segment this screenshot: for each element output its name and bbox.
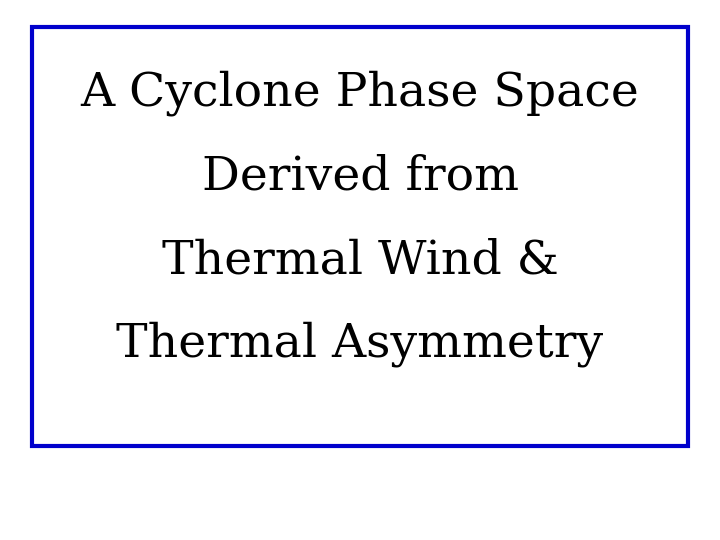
Text: Thermal Asymmetry: Thermal Asymmetry <box>117 321 603 367</box>
Bar <box>32 27 688 445</box>
Text: A Cyclone Phase Space: A Cyclone Phase Space <box>81 70 639 116</box>
Text: Thermal Wind &: Thermal Wind & <box>161 238 559 283</box>
Text: Derived from: Derived from <box>202 154 518 199</box>
